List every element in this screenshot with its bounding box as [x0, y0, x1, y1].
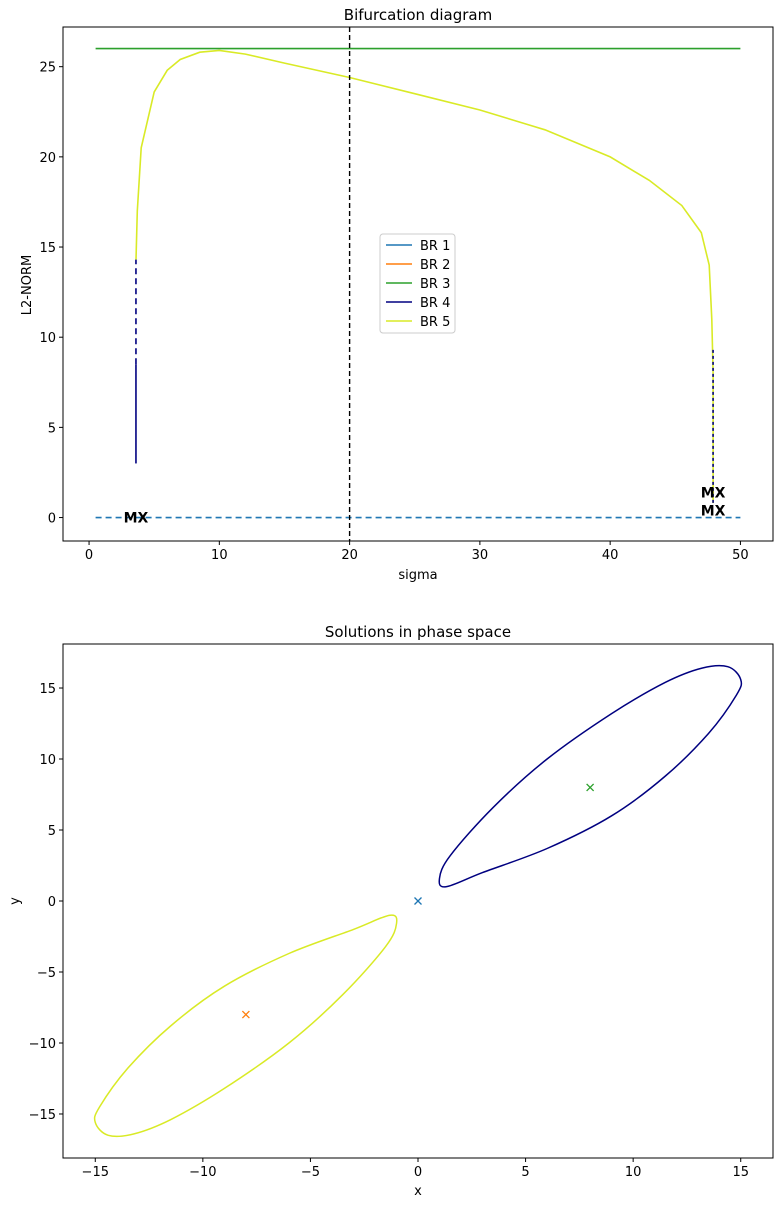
chart-title: Solutions in phase space — [325, 623, 511, 641]
x-tick-label: 0 — [85, 548, 93, 563]
y-tick-label: 10 — [39, 753, 56, 768]
x-tick-label: −15 — [82, 1165, 109, 1180]
x-axis-label: x — [414, 1184, 422, 1199]
orbit-negative-line — [93, 914, 398, 1138]
legend-label-br5: BR 5 — [420, 315, 450, 330]
y-tick-label: 10 — [39, 331, 56, 346]
x-tick-label: 10 — [211, 548, 228, 563]
equilibrium-marker — [586, 783, 595, 792]
y-tick-label: 5 — [48, 824, 56, 839]
bifurcation-point-label: MX — [701, 485, 726, 501]
x-axis-label: sigma — [398, 568, 437, 583]
bifurcation-chart: Bifurcation diagram sigma L2-NORM 0 10 20 3… — [20, 6, 774, 583]
x-tick-label: 10 — [625, 1165, 642, 1180]
y-tick-label: 25 — [39, 61, 56, 76]
y-tick-label: −5 — [37, 966, 56, 981]
y-tick-label: 15 — [39, 241, 56, 256]
y-tick-label: −10 — [29, 1037, 56, 1052]
legend-label-br1: BR 1 — [420, 239, 450, 254]
x-tick-label: −10 — [189, 1165, 216, 1180]
y-axis-label: y — [8, 897, 23, 905]
x-tick-label: 40 — [602, 548, 619, 563]
plot-frame — [62, 643, 774, 1159]
legend-label-br3: BR 3 — [420, 277, 450, 292]
x-tick-label: −5 — [301, 1165, 320, 1180]
phase-space-chart: Solutions in phase space x y −15 −10 −5 0 5 1… — [8, 623, 774, 1199]
x-tick-label: 30 — [472, 548, 489, 563]
series-br5-line — [135, 49, 714, 504]
y-tick-label: 20 — [39, 151, 56, 166]
equilibrium-marker — [241, 1010, 250, 1019]
equilibrium-marker — [414, 897, 422, 905]
y-tick-label: 15 — [39, 682, 56, 697]
legend: BR 1 BR 2 BR 3 BR 4 BR 5 — [379, 233, 456, 334]
x-tick-label: 20 — [341, 548, 358, 563]
y-tick-label: −15 — [29, 1108, 56, 1123]
bifurcation-point-label: MX — [701, 503, 726, 519]
chart-title: Bifurcation diagram — [344, 6, 492, 24]
legend-box — [379, 233, 456, 334]
x-tick-label: 0 — [414, 1165, 422, 1180]
legend-label-br4: BR 4 — [420, 296, 450, 311]
orbit-positive-line — [438, 664, 743, 888]
legend-label-br2: BR 2 — [420, 258, 450, 273]
y-tick-label: 0 — [48, 895, 56, 910]
y-axis-label: L2-NORM — [20, 255, 35, 315]
y-tick-label: 5 — [48, 421, 56, 436]
plot-frame — [62, 26, 774, 542]
x-tick-label: 15 — [732, 1165, 749, 1180]
x-tick-label: 50 — [732, 548, 749, 563]
x-tick-label: 5 — [521, 1165, 529, 1180]
y-tick-label: 0 — [48, 512, 56, 527]
bifurcation-point-label: MX — [124, 511, 149, 527]
